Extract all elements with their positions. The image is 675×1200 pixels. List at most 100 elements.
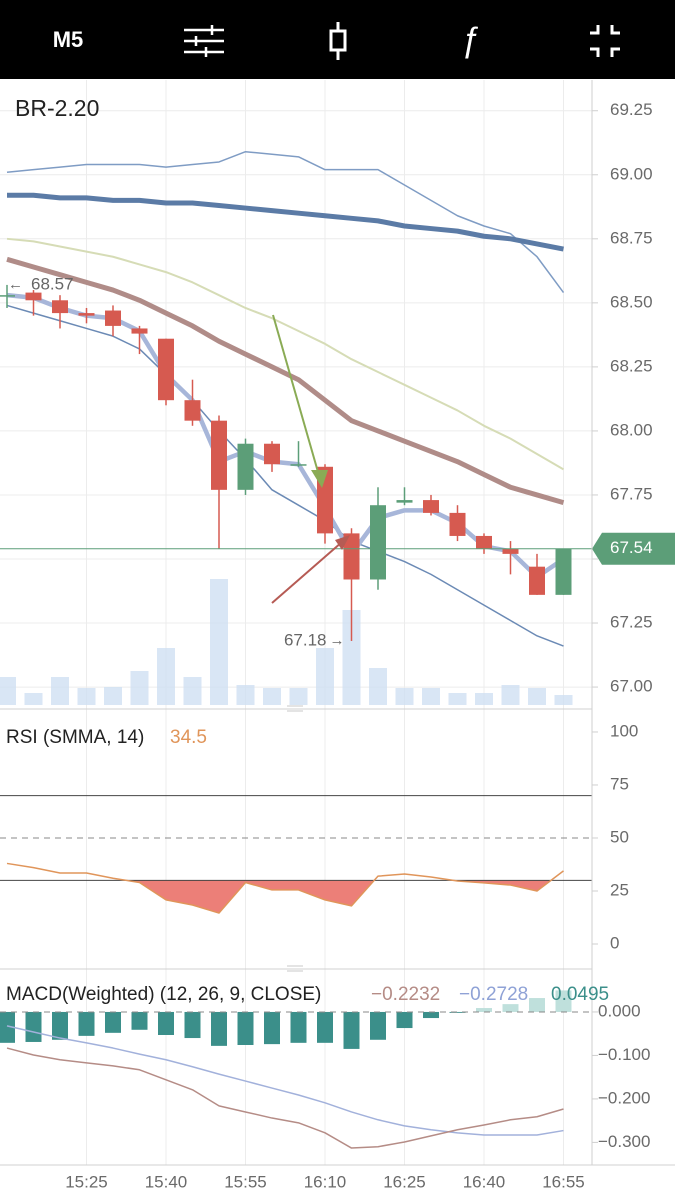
- last-price-tag: [592, 532, 675, 565]
- y-tick-label: 69.25: [610, 100, 653, 119]
- rsi-value: 34.5: [170, 727, 207, 748]
- volume-bar: [475, 693, 493, 705]
- macd-title: MACD(Weighted) (12, 26, 9, CLOSE): [6, 984, 321, 1005]
- candle-body: [476, 535, 492, 549]
- rsi-title: RSI (SMMA, 14): [6, 727, 144, 748]
- volume-bar: [369, 668, 387, 705]
- indicators-icon[interactable]: ƒ: [461, 21, 480, 60]
- histogram-bar: [502, 1004, 519, 1012]
- y-tick-label: 68.25: [610, 356, 653, 375]
- histogram-bar: [476, 1008, 492, 1012]
- chart-area: 15:25 15:40 15:55 16:10 16:25 16:40 16:55 67.00…: [0, 80, 675, 1191]
- resize-handle[interactable]: [287, 965, 303, 972]
- macd-value: −0.2232: [371, 984, 440, 1005]
- resize-handle[interactable]: [287, 705, 303, 712]
- candle-body: [502, 548, 519, 554]
- candle-body: [0, 295, 15, 297]
- candle-body: [529, 566, 545, 595]
- volume-bar: [130, 671, 149, 705]
- x-tick-label: 16:10: [304, 1172, 347, 1191]
- collapse-icon[interactable]: [590, 25, 620, 57]
- y-tick-label: 50: [610, 827, 629, 846]
- histogram-bar: [449, 1011, 466, 1013]
- chart-title: BR-2.20: [15, 95, 99, 121]
- candle-body: [158, 338, 174, 401]
- histogram-bar: [131, 1011, 148, 1030]
- signal-line: [6, 1025, 564, 1136]
- y-tick-label: −0.200: [598, 1088, 650, 1107]
- histogram-bar: [184, 1011, 201, 1039]
- rsi-line: [6, 862, 564, 914]
- x-tick-label: 16:55: [542, 1172, 585, 1191]
- timeframe-button[interactable]: M5: [53, 27, 84, 52]
- moving-average: [7, 192, 564, 252]
- volume-bar: [501, 685, 520, 705]
- candle-body: [343, 533, 360, 580]
- histogram-bar: [290, 1011, 307, 1043]
- candle-body: [211, 420, 227, 490]
- candle-body: [396, 500, 413, 503]
- volume-bar: [77, 688, 96, 705]
- moving-average: [6, 292, 565, 580]
- volume-bar: [104, 687, 122, 705]
- volume-bar: [24, 693, 43, 705]
- last-price-label: 67.54: [610, 538, 653, 557]
- chart-type-icon[interactable]: [329, 22, 347, 60]
- y-tick-label: 68.00: [610, 420, 653, 439]
- x-tick-label: 16:40: [463, 1172, 506, 1191]
- histogram-bar: [264, 1011, 280, 1045]
- y-tick-label: 68.75: [610, 228, 653, 247]
- candle-body: [423, 500, 439, 513]
- moving-average: [6, 237, 565, 471]
- volume-bar: [289, 688, 308, 705]
- histogram-bar: [396, 1011, 413, 1029]
- histogram-bar: [317, 1011, 333, 1043]
- x-tick-label: 16:25: [383, 1172, 426, 1191]
- drawing-arrowhead: [335, 535, 350, 550]
- histogram-bar: [158, 1011, 174, 1035]
- candle-body: [237, 443, 254, 490]
- candle-body: [52, 300, 68, 314]
- x-tick-label: 15:40: [145, 1172, 188, 1191]
- volume-bar: [157, 648, 175, 705]
- high-marker-arrow: ←: [8, 276, 23, 293]
- volume-bar: [528, 688, 546, 705]
- volume-bar: [422, 688, 440, 705]
- candle-body: [449, 512, 466, 536]
- volume-bar: [554, 695, 573, 705]
- volume-bar: [448, 693, 467, 705]
- volume-bar: [210, 579, 228, 705]
- candle-body: [131, 328, 148, 334]
- histogram-bar: [423, 1011, 439, 1019]
- signal-value: −0.2728: [459, 984, 528, 1005]
- histogram-bar: [78, 1011, 95, 1036]
- histogram-bar: [343, 1011, 360, 1049]
- drawing-arrowhead: [311, 470, 328, 488]
- histogram-bar: [237, 1011, 254, 1045]
- histogram-bar: [555, 990, 572, 1012]
- oversold-fill: [7, 880, 564, 914]
- drawing-arrow: [272, 314, 319, 473]
- y-tick-label: 0.000: [598, 1001, 641, 1020]
- histogram-bar: [370, 1011, 386, 1040]
- candle-body: [105, 310, 121, 326]
- histogram-bar: [211, 1011, 227, 1046]
- drawing-arrow: [271, 541, 343, 604]
- moving-average: [6, 304, 564, 647]
- settings-icon[interactable]: [184, 25, 224, 57]
- macd-line: [6, 1047, 564, 1149]
- histogram-bar: [529, 998, 545, 1012]
- volume-bar: [395, 688, 414, 705]
- y-tick-label: 67.25: [610, 613, 653, 632]
- low-marker-arrow: →: [330, 632, 345, 649]
- high-marker-label: 68.57: [31, 274, 74, 293]
- candle-body: [370, 505, 386, 580]
- y-tick-label: 0: [610, 933, 619, 952]
- histogram-bar: [52, 1011, 68, 1040]
- x-tick-label: 15:25: [65, 1172, 108, 1191]
- x-tick-label: 15:55: [224, 1172, 267, 1191]
- volume-bar: [263, 688, 281, 705]
- candle-body: [184, 400, 201, 421]
